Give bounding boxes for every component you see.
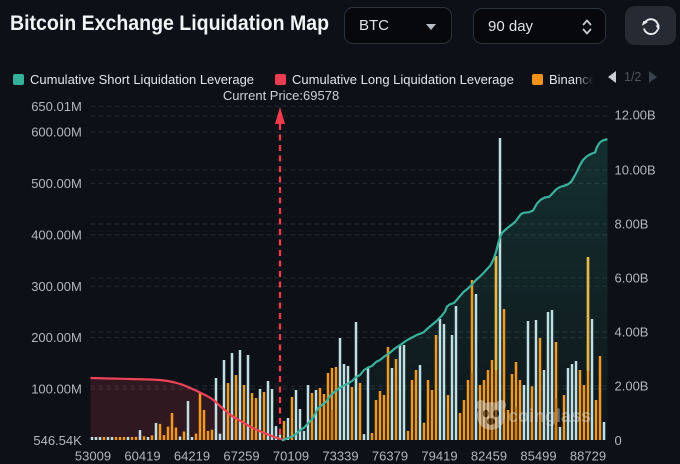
svg-text:60419: 60419 xyxy=(124,449,160,464)
svg-text:coinglass: coinglass xyxy=(508,406,591,426)
svg-text:82459: 82459 xyxy=(471,449,507,464)
svg-text:650.01M: 650.01M xyxy=(31,99,82,114)
svg-text:64219: 64219 xyxy=(174,449,210,464)
svg-text:4.00B: 4.00B xyxy=(615,325,649,340)
svg-text:53009: 53009 xyxy=(75,449,111,464)
svg-text:67259: 67259 xyxy=(223,449,259,464)
svg-text:76379: 76379 xyxy=(372,449,408,464)
svg-text:2.00B: 2.00B xyxy=(615,379,649,394)
svg-text:300.00M: 300.00M xyxy=(31,279,82,294)
svg-text:88729: 88729 xyxy=(570,449,606,464)
svg-text:12.00B: 12.00B xyxy=(615,108,656,123)
svg-text:600.00M: 600.00M xyxy=(31,125,82,140)
svg-text:0: 0 xyxy=(615,433,622,448)
svg-text:85499: 85499 xyxy=(520,449,556,464)
svg-text:100.00M: 100.00M xyxy=(31,382,82,397)
svg-text:546.54K: 546.54K xyxy=(33,433,82,448)
svg-text:6.00B: 6.00B xyxy=(615,271,649,286)
svg-text:70109: 70109 xyxy=(273,449,309,464)
svg-text:73339: 73339 xyxy=(322,449,358,464)
svg-text:200.00M: 200.00M xyxy=(31,330,82,345)
svg-text:79419: 79419 xyxy=(421,449,457,464)
svg-text:8.00B: 8.00B xyxy=(615,217,649,232)
svg-text:500.00M: 500.00M xyxy=(31,176,82,191)
svg-text:10.00B: 10.00B xyxy=(615,163,656,178)
svg-text:400.00M: 400.00M xyxy=(31,227,82,242)
